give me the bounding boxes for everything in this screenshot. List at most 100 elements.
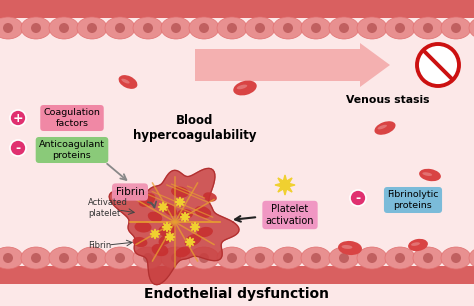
Circle shape <box>417 44 459 86</box>
Circle shape <box>367 23 377 33</box>
Text: Activated
platelet: Activated platelet <box>88 198 128 218</box>
Polygon shape <box>109 168 239 285</box>
Ellipse shape <box>195 206 211 218</box>
Ellipse shape <box>163 204 177 216</box>
Text: -: - <box>356 192 361 204</box>
Ellipse shape <box>357 247 387 269</box>
Ellipse shape <box>217 247 247 269</box>
Polygon shape <box>150 229 160 239</box>
Circle shape <box>311 253 321 263</box>
Polygon shape <box>190 222 200 232</box>
Bar <box>0 0 474 18</box>
Ellipse shape <box>237 85 247 89</box>
Circle shape <box>143 253 153 263</box>
Ellipse shape <box>245 17 275 39</box>
Text: Fibrinolytic
proteins: Fibrinolytic proteins <box>387 190 439 210</box>
Ellipse shape <box>419 169 441 181</box>
Ellipse shape <box>342 245 352 249</box>
Ellipse shape <box>441 17 471 39</box>
Circle shape <box>59 253 69 263</box>
Text: Coagulation
factors: Coagulation factors <box>44 108 100 128</box>
Circle shape <box>31 23 41 33</box>
Text: Endothelial dysfunction: Endothelial dysfunction <box>145 287 329 301</box>
Polygon shape <box>175 197 185 207</box>
Circle shape <box>451 253 461 263</box>
Ellipse shape <box>171 186 189 198</box>
Circle shape <box>395 253 405 263</box>
Circle shape <box>227 253 237 263</box>
Ellipse shape <box>338 241 362 255</box>
FancyArrow shape <box>195 43 390 87</box>
Ellipse shape <box>49 17 79 39</box>
Text: Venous stasis: Venous stasis <box>346 95 430 105</box>
Text: Anticoagulant
proteins: Anticoagulant proteins <box>39 140 105 160</box>
Ellipse shape <box>105 247 135 269</box>
Circle shape <box>199 23 209 33</box>
Ellipse shape <box>413 17 443 39</box>
Circle shape <box>171 253 181 263</box>
Ellipse shape <box>329 247 359 269</box>
Ellipse shape <box>77 247 107 269</box>
Ellipse shape <box>385 247 415 269</box>
Ellipse shape <box>121 79 129 84</box>
Text: Platelet
activation: Platelet activation <box>266 204 314 226</box>
Ellipse shape <box>158 235 172 245</box>
Ellipse shape <box>135 222 152 233</box>
Circle shape <box>199 253 209 263</box>
Circle shape <box>395 23 405 33</box>
Ellipse shape <box>148 212 162 222</box>
Ellipse shape <box>118 75 137 89</box>
Circle shape <box>3 23 13 33</box>
Polygon shape <box>180 212 190 222</box>
Circle shape <box>339 253 349 263</box>
Circle shape <box>10 110 26 126</box>
Circle shape <box>367 253 377 263</box>
Ellipse shape <box>469 17 474 39</box>
Circle shape <box>283 23 293 33</box>
Ellipse shape <box>357 17 387 39</box>
Circle shape <box>339 23 349 33</box>
Ellipse shape <box>177 209 193 219</box>
Circle shape <box>31 253 41 263</box>
Polygon shape <box>185 237 195 247</box>
Polygon shape <box>165 232 175 242</box>
Ellipse shape <box>329 17 359 39</box>
Ellipse shape <box>139 193 155 207</box>
Ellipse shape <box>408 239 428 251</box>
Circle shape <box>59 23 69 33</box>
Ellipse shape <box>413 247 443 269</box>
Ellipse shape <box>21 17 51 39</box>
Ellipse shape <box>378 125 387 129</box>
Ellipse shape <box>49 247 79 269</box>
Ellipse shape <box>161 17 191 39</box>
Circle shape <box>10 140 26 156</box>
Ellipse shape <box>77 17 107 39</box>
Ellipse shape <box>197 227 213 237</box>
Ellipse shape <box>158 224 176 236</box>
Text: +: + <box>13 111 23 125</box>
Bar <box>0 266 474 284</box>
Ellipse shape <box>374 121 395 135</box>
Ellipse shape <box>105 17 135 39</box>
Ellipse shape <box>273 247 303 269</box>
Ellipse shape <box>133 247 163 269</box>
Circle shape <box>311 23 321 33</box>
Ellipse shape <box>385 17 415 39</box>
Ellipse shape <box>21 247 51 269</box>
Ellipse shape <box>301 247 331 269</box>
Ellipse shape <box>184 234 201 246</box>
Circle shape <box>115 253 125 263</box>
Ellipse shape <box>203 192 217 202</box>
Ellipse shape <box>133 17 163 39</box>
Ellipse shape <box>161 247 191 269</box>
Circle shape <box>87 23 97 33</box>
Text: -: - <box>16 141 20 155</box>
Ellipse shape <box>133 237 147 247</box>
Ellipse shape <box>441 247 471 269</box>
Circle shape <box>87 253 97 263</box>
Ellipse shape <box>217 17 247 39</box>
Ellipse shape <box>245 247 275 269</box>
Circle shape <box>115 23 125 33</box>
Ellipse shape <box>189 247 219 269</box>
Circle shape <box>255 23 265 33</box>
